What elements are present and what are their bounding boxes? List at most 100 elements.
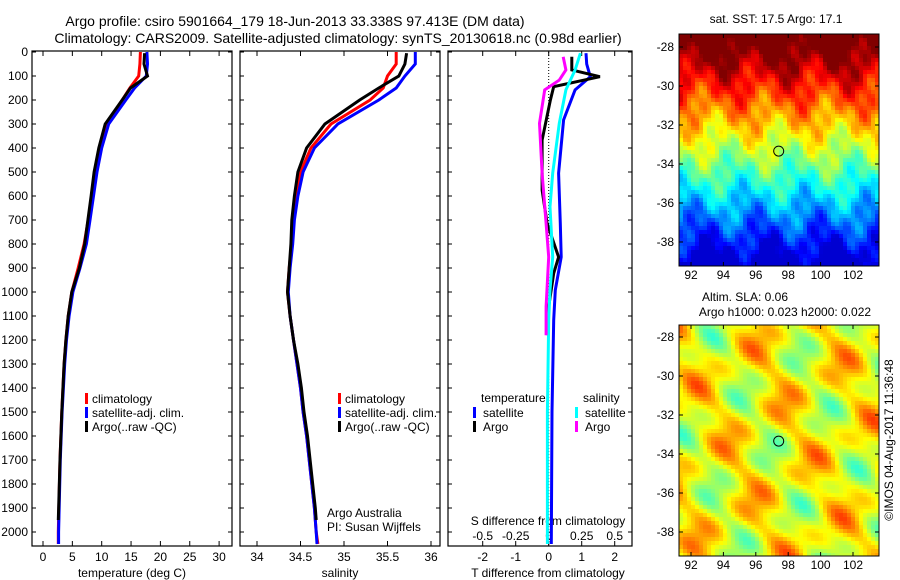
legend-swatch xyxy=(338,393,341,404)
map-frame xyxy=(678,324,880,557)
lon-tick-label: 100 xyxy=(811,558,831,572)
sst-map xyxy=(679,34,879,266)
lat-tick-label: -32 xyxy=(657,408,675,422)
legend-label: Argo(..raw -QC) xyxy=(92,420,177,434)
s-tick-label: 0.5 xyxy=(606,529,623,543)
legend-group-title: salinity xyxy=(583,391,620,405)
lon-tick-label: 96 xyxy=(749,558,763,572)
series-line-argo-raw-qc- xyxy=(285,52,409,521)
depth-tick-label: 900 xyxy=(8,261,28,275)
series-line-salinity-argo xyxy=(537,56,568,336)
legend-label: satellite xyxy=(483,406,524,420)
depth-tick-label: 100 xyxy=(8,69,28,83)
legend-swatch xyxy=(338,407,341,418)
series-line-satellite-adj-clim- xyxy=(286,52,417,545)
legend-label: Argo xyxy=(483,420,509,434)
copyright-text: ©IMOS 04-Aug-2017 11:36:48 xyxy=(882,359,896,521)
lon-tick-label: 100 xyxy=(811,268,831,282)
depth-tick-label: 200 xyxy=(8,93,28,107)
annotation-text: Argo Australia xyxy=(327,506,402,520)
legend-label: satellite-adj. clim. xyxy=(92,406,184,420)
legend-swatch xyxy=(85,407,88,418)
sla-map xyxy=(679,325,879,556)
depth-tick-label: 0 xyxy=(21,45,28,59)
lat-tick-label: -28 xyxy=(657,330,675,344)
lon-tick-label: 94 xyxy=(717,268,731,282)
lon-tick-label: 98 xyxy=(782,268,796,282)
series-line-temperature-satellite xyxy=(549,53,593,545)
x-tick-label: 0 xyxy=(545,550,552,564)
legend-swatch xyxy=(575,407,578,418)
lon-tick-label: 96 xyxy=(749,268,763,282)
depth-tick-label: 1700 xyxy=(1,453,28,467)
lat-tick-label: -36 xyxy=(657,486,675,500)
lat-tick-label: -34 xyxy=(657,447,675,461)
legend-group-title: temperature xyxy=(481,391,546,405)
lat-tick-label: -38 xyxy=(657,525,675,539)
depth-tick-label: 700 xyxy=(8,213,28,227)
lat-tick-label: -38 xyxy=(657,235,675,249)
map-title: Altim. SLA: 0.06 xyxy=(702,290,788,304)
depth-tick-label: 1400 xyxy=(1,381,28,395)
depth-tick-label: 1200 xyxy=(1,333,28,347)
legend-swatch xyxy=(473,421,476,432)
depth-tick-label: 400 xyxy=(8,141,28,155)
x-tick-label: 0 xyxy=(40,550,47,564)
argo-float-marker xyxy=(773,435,785,447)
title-line-2: Climatology: CARS2009. Satellite-adjuste… xyxy=(54,30,621,46)
series-line-climatology xyxy=(285,52,398,545)
lat-tick-label: -28 xyxy=(657,40,675,54)
lon-tick-label: 94 xyxy=(717,558,731,572)
legend-swatch xyxy=(575,421,578,432)
series-line-argo-raw-qc- xyxy=(56,53,150,521)
depth-tick-label: 1300 xyxy=(1,357,28,371)
legend-swatch xyxy=(338,421,341,432)
depth-tick-label: 1000 xyxy=(1,285,28,299)
depth-tick-label: 1500 xyxy=(1,405,28,419)
lon-tick-label: 92 xyxy=(684,268,698,282)
series-line-salinity-satellite xyxy=(545,52,582,544)
x-tick-label: 36 xyxy=(424,550,438,564)
lat-tick-label: -30 xyxy=(657,79,675,93)
lat-tick-label: -34 xyxy=(657,157,675,171)
x-tick-label: -1 xyxy=(510,550,521,564)
panel-frame xyxy=(447,50,633,547)
legend-label: climatology xyxy=(92,392,152,406)
depth-tick-label: 500 xyxy=(8,165,28,179)
annotation-text: PI: Susan Wijffels xyxy=(327,520,421,534)
x-tick-label: 35 xyxy=(337,550,351,564)
s-tick-label: 0.25 xyxy=(570,529,594,543)
depth-tick-label: 300 xyxy=(8,117,28,131)
x-tick-label: 34.5 xyxy=(289,550,313,564)
map-title: sat. SST: 17.5 Argo: 17.1 xyxy=(710,12,843,26)
x-tick-label: 30 xyxy=(212,550,226,564)
x-tick-label: 5 xyxy=(69,550,76,564)
depth-tick-label: 1800 xyxy=(1,477,28,491)
x-tick-label: 34 xyxy=(250,550,264,564)
legend-swatch xyxy=(85,393,88,404)
depth-tick-label: 1600 xyxy=(1,429,28,443)
x-axis-label: temperature (deg C) xyxy=(78,566,186,580)
depth-tick-label: 1100 xyxy=(2,309,28,323)
s-tick-label: -0.5 xyxy=(472,529,493,543)
x-tick-label: -2 xyxy=(477,550,488,564)
legend-swatch xyxy=(473,407,476,418)
legend-label: climatology xyxy=(345,392,405,406)
lon-tick-label: 92 xyxy=(684,558,698,572)
lon-tick-label: 102 xyxy=(843,268,863,282)
x-axis-label: T difference from climatology xyxy=(471,566,625,580)
title-line-1: Argo profile: csiro 5901664_179 18-Jun-2… xyxy=(65,13,524,29)
x-tick-label: 20 xyxy=(154,550,168,564)
depth-tick-label: 600 xyxy=(8,189,28,203)
panel-frame xyxy=(31,50,233,547)
panel-frame xyxy=(239,50,441,547)
x-tick-label: 35.5 xyxy=(376,550,400,564)
lon-tick-label: 98 xyxy=(782,558,796,572)
lat-tick-label: -30 xyxy=(657,369,675,383)
map-frame xyxy=(678,33,880,267)
lat-tick-label: -32 xyxy=(657,118,675,132)
legend-label: Argo(..raw -QC) xyxy=(345,420,430,434)
legend-label: satellite xyxy=(585,406,626,420)
lat-tick-label: -36 xyxy=(657,196,675,210)
